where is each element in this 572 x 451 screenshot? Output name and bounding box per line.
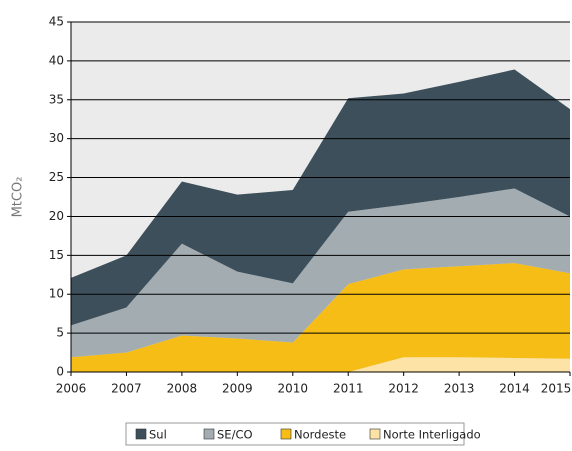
area bbox=[71, 263, 570, 372]
x-tick-label: 2011 bbox=[333, 382, 364, 396]
y-tick-label: 40 bbox=[49, 53, 64, 67]
y-axis-label: MtCO₂ bbox=[11, 177, 26, 218]
x-tick-label: 2012 bbox=[388, 382, 419, 396]
x-tick-label: 2009 bbox=[222, 382, 253, 396]
legend-label: Sul bbox=[149, 428, 167, 442]
legend-swatch bbox=[203, 428, 215, 440]
y-tick-label: 0 bbox=[56, 365, 64, 379]
legend-swatch bbox=[135, 428, 147, 440]
y-tick-label: 45 bbox=[49, 15, 64, 29]
y-tick-label: 35 bbox=[49, 92, 64, 106]
x-tick-label: 2010 bbox=[278, 382, 309, 396]
legend-swatch bbox=[369, 428, 381, 440]
y-tick-label: 15 bbox=[49, 248, 64, 262]
legend-swatch bbox=[280, 428, 292, 440]
x-tick-label: 2007 bbox=[111, 382, 142, 396]
area bbox=[71, 357, 570, 372]
x-tick-label: 2008 bbox=[167, 382, 198, 396]
x-tick-label: 2014 bbox=[499, 382, 530, 396]
legend-label: SE/CO bbox=[217, 428, 253, 442]
y-tick-label: 25 bbox=[49, 170, 64, 184]
y-tick-label: 10 bbox=[49, 287, 64, 301]
y-tick-label: 5 bbox=[56, 326, 64, 340]
x-tick-label: 2013 bbox=[444, 382, 475, 396]
x-tick-label: 2006 bbox=[56, 382, 87, 396]
legend-box bbox=[125, 422, 465, 446]
y-tick-label: 30 bbox=[49, 131, 64, 145]
legend-label: Nordeste bbox=[294, 428, 346, 442]
y-tick-label: 20 bbox=[49, 209, 64, 223]
x-tick-label: 2015 bbox=[541, 382, 572, 396]
area bbox=[71, 188, 570, 358]
legend-label: Norte Interligado bbox=[383, 428, 481, 442]
area bbox=[71, 69, 570, 326]
